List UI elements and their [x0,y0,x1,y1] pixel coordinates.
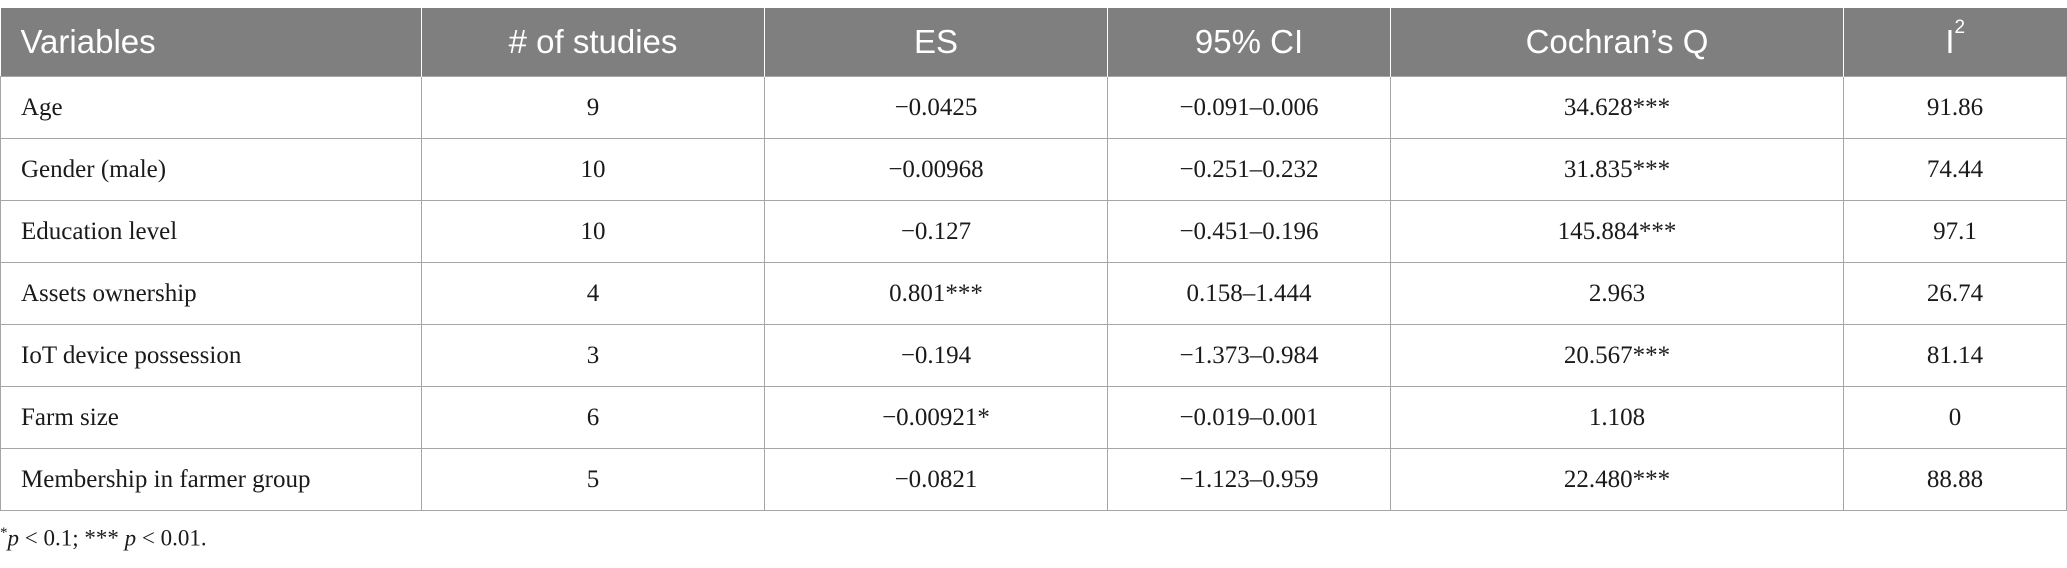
cell-es: −0.194 [764,324,1108,387]
cell-ci: −0.251–0.232 [1107,138,1391,201]
cell-variable: Farm size [0,386,422,449]
footnote-text: < 0.01. [136,525,207,551]
cell-variable: Education level [0,200,422,263]
header-row: Variables # of studies ES 95% CI Cochran… [0,8,2067,77]
cell-ci: −1.373–0.984 [1107,324,1391,387]
cell-i2: 26.74 [1843,262,2067,325]
cell-variable: Assets ownership [0,262,422,325]
cell-i2: 74.44 [1843,138,2067,201]
cell-studies: 3 [421,324,765,387]
cell-es: 0.801*** [764,262,1108,325]
header-cochrans-q: Cochran’s Q [1390,8,1844,77]
cell-variable: Age [0,76,422,139]
cell-ci: −0.091–0.006 [1107,76,1391,139]
cell-es: −0.0821 [764,448,1108,511]
footnote-p-symbol: p [124,525,137,551]
cell-variable: IoT device possession [0,324,422,387]
cell-variable: Membership in farmer group [0,448,422,511]
cell-studies: 4 [421,262,765,325]
cell-studies: 6 [421,386,765,449]
cell-i2: 88.88 [1843,448,2067,511]
cell-q: 31.835*** [1390,138,1844,201]
cell-studies: 10 [421,138,765,201]
footnote-p-symbol: p [7,525,20,551]
meta-analysis-table: Variables # of studies ES 95% CI Cochran… [0,8,2067,511]
table-row: Assets ownership 4 0.801*** 0.158–1.444 … [0,262,2067,325]
cell-es: −0.0425 [764,76,1108,139]
cell-studies: 9 [421,76,765,139]
cell-studies: 5 [421,448,765,511]
header-i-superscript: 2 [1954,17,1966,38]
cell-ci: −1.123–0.959 [1107,448,1391,511]
table-row: Education level 10 −0.127 −0.451–0.196 1… [0,200,2067,263]
cell-i2: 81.14 [1843,324,2067,387]
cell-variable: Gender (male) [0,138,422,201]
cell-es: −0.00968 [764,138,1108,201]
table-row: Age 9 −0.0425 −0.091–0.006 34.628*** 91.… [0,76,2067,139]
table-row: Gender (male) 10 −0.00968 −0.251–0.232 3… [0,138,2067,201]
header-ci: 95% CI [1107,8,1391,77]
table-row: IoT device possession 3 −0.194 −1.373–0.… [0,324,2067,387]
cell-es: −0.127 [764,200,1108,263]
cell-es: −0.00921* [764,386,1108,449]
header-i-squared: I2 [1843,8,2067,77]
header-num-studies: # of studies [421,8,765,77]
cell-i2: 91.86 [1843,76,2067,139]
cell-i2: 97.1 [1843,200,2067,263]
cell-ci: 0.158–1.444 [1107,262,1391,325]
cell-q: 34.628*** [1390,76,1844,139]
table-container: Variables # of studies ES 95% CI Cochran… [0,8,2067,511]
cell-q: 20.567*** [1390,324,1844,387]
header-i-base: I [1945,23,1955,60]
cell-q: 1.108 [1390,386,1844,449]
cell-i2: 0 [1843,386,2067,449]
cell-q: 145.884*** [1390,200,1844,263]
cell-q: 22.480*** [1390,448,1844,511]
header-variables: Variables [0,8,422,77]
cell-ci: −0.019–0.001 [1107,386,1391,449]
table-footnote: *p < 0.1; *** p < 0.01. [0,525,207,552]
footnote-text: < 0.1; *** [19,525,125,551]
footnote-mark: * [0,525,8,541]
header-es: ES [764,8,1108,77]
cell-q: 2.963 [1390,262,1844,325]
table-row: Membership in farmer group 5 −0.0821 −1.… [0,448,2067,511]
table-row: Farm size 6 −0.00921* −0.019–0.001 1.108… [0,386,2067,449]
cell-studies: 10 [421,200,765,263]
cell-ci: −0.451–0.196 [1107,200,1391,263]
